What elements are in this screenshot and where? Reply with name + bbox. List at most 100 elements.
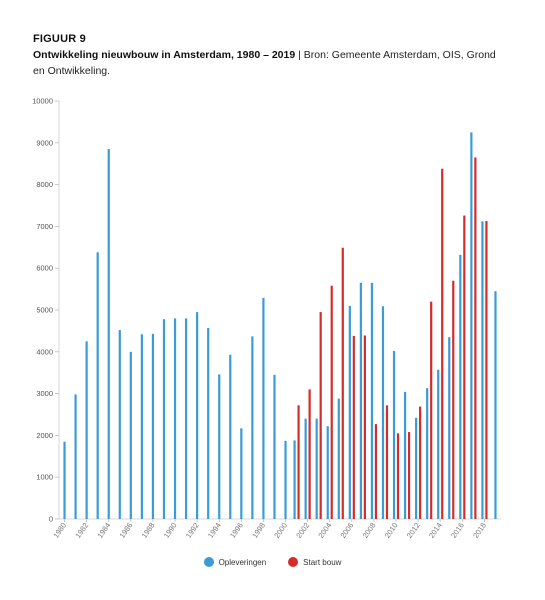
legend-item-start-bouw: Start bouw <box>288 557 341 567</box>
bar-opleveringen <box>304 418 307 519</box>
bar-start-bouw <box>396 433 400 519</box>
bar-start-bouw <box>463 215 466 520</box>
bar-opleveringen <box>63 441 66 519</box>
y-tick-label: 9000 <box>36 138 53 147</box>
figure-title-main: Ontwikkeling nieuwbouw in Amsterdam, 198… <box>33 49 296 61</box>
bar-opleveringen <box>184 318 188 519</box>
bar-opleveringen <box>348 305 351 519</box>
x-tick-label: 1980 <box>51 521 68 540</box>
bar-opleveringen <box>129 351 132 519</box>
y-tick-label: 5000 <box>36 306 53 315</box>
bar-opleveringen <box>459 254 462 519</box>
y-tick-label: 4000 <box>36 347 53 356</box>
figure-title-source: | Bron: Gemeente Amsterdam, OIS, Grond e… <box>33 49 496 77</box>
x-tick-label: 2008 <box>361 521 378 540</box>
bar-start-bouw <box>474 157 477 519</box>
x-tick-label: 2016 <box>449 521 466 540</box>
y-tick-label: 3000 <box>36 389 53 398</box>
x-tick-label: 1986 <box>118 521 135 540</box>
x-tick-label: 1982 <box>73 521 90 540</box>
bar-opleveringen <box>196 312 199 519</box>
bar-opleveringen <box>284 440 287 519</box>
legend-label-opleveringen: Opleveringen <box>218 557 267 567</box>
bar-opleveringen <box>481 221 484 519</box>
bar-opleveringen <box>240 428 243 519</box>
bar-opleveringen <box>229 354 232 519</box>
bar-opleveringen <box>403 391 407 519</box>
bar-opleveringen <box>470 132 473 519</box>
y-tick-label: 6000 <box>36 264 53 273</box>
bar-opleveringen <box>74 394 77 519</box>
figure-label: FIGUUR 9 <box>33 33 86 45</box>
bar-start-bouw <box>385 405 389 519</box>
bar-opleveringen <box>151 333 155 519</box>
bar-start-bouw <box>441 168 444 519</box>
bar-opleveringen <box>262 297 265 519</box>
bar-opleveringen <box>370 282 374 519</box>
bar-opleveringen <box>415 417 418 519</box>
bar-opleveringen <box>337 398 340 519</box>
x-tick-label: 1990 <box>162 521 179 540</box>
bar-start-bouw <box>419 406 422 519</box>
bar-opleveringen <box>392 350 396 519</box>
bar-start-bouw <box>319 312 322 519</box>
bar-opleveringen <box>173 318 177 519</box>
x-tick-label: 2006 <box>339 521 356 540</box>
bar-start-bouw <box>430 301 433 519</box>
y-tick-label: 2000 <box>36 431 53 440</box>
bar-start-bouw <box>297 405 300 519</box>
bar-opleveringen <box>426 388 429 519</box>
x-tick-label: 2014 <box>427 521 444 540</box>
bar-opleveringen <box>251 336 254 519</box>
bar-start-bouw <box>452 280 455 519</box>
bar-opleveringen <box>381 306 385 519</box>
bar-start-bouw <box>363 335 366 519</box>
bar-start-bouw <box>308 389 311 519</box>
x-tick-label: 2018 <box>471 521 488 540</box>
bar-start-bouw <box>330 285 333 519</box>
y-tick-label: 7000 <box>36 222 53 231</box>
x-tick-label: 1998 <box>250 521 267 540</box>
bar-opleveringen <box>140 334 143 519</box>
bar-opleveringen <box>448 337 451 519</box>
bar-start-bouw <box>341 247 344 519</box>
x-tick-label: 2000 <box>272 521 289 540</box>
bar-opleveringen <box>494 291 497 519</box>
bar-opleveringen <box>326 426 329 519</box>
bar-opleveringen <box>359 282 362 519</box>
x-tick-label: 2004 <box>316 521 333 540</box>
bar-opleveringen <box>162 319 166 519</box>
x-tick-label: 2002 <box>294 521 311 540</box>
bar-opleveringen <box>315 418 318 519</box>
x-tick-label: 1996 <box>228 521 245 540</box>
bar-opleveringen <box>273 374 276 519</box>
x-tick-label: 1994 <box>206 521 223 540</box>
legend-swatch-start-bouw <box>288 557 299 567</box>
bar-opleveringen <box>207 327 210 519</box>
y-tick-label: 10000 <box>32 97 53 106</box>
legend-swatch-opleveringen <box>203 557 214 567</box>
bar-opleveringen <box>118 330 121 519</box>
bar-opleveringen <box>96 252 99 520</box>
chart-legend: Opleveringen Start bouw <box>0 557 545 567</box>
legend-label-start-bouw: Start bouw <box>303 557 342 567</box>
bar-opleveringen <box>437 369 440 519</box>
x-tick-label: 2010 <box>383 521 400 540</box>
bar-opleveringen <box>293 440 296 519</box>
legend-item-opleveringen: Opleveringen <box>203 557 267 567</box>
bar-start-bouw <box>374 424 378 519</box>
y-tick-label: 1000 <box>36 473 53 482</box>
bar-opleveringen <box>218 374 221 519</box>
x-tick-label: 1984 <box>95 521 112 540</box>
x-tick-label: 1992 <box>184 521 201 540</box>
bar-start-bouw <box>352 335 355 519</box>
bar-start-bouw <box>407 432 411 519</box>
y-tick-label: 0 <box>49 515 53 524</box>
y-tick-label: 8000 <box>36 180 53 189</box>
bar-start-bouw <box>485 220 488 519</box>
figure-title: Ontwikkeling nieuwbouw in Amsterdam, 198… <box>33 47 503 79</box>
x-tick-label: 2012 <box>405 521 422 540</box>
bar-opleveringen <box>85 341 88 519</box>
x-tick-label: 1988 <box>140 521 157 540</box>
